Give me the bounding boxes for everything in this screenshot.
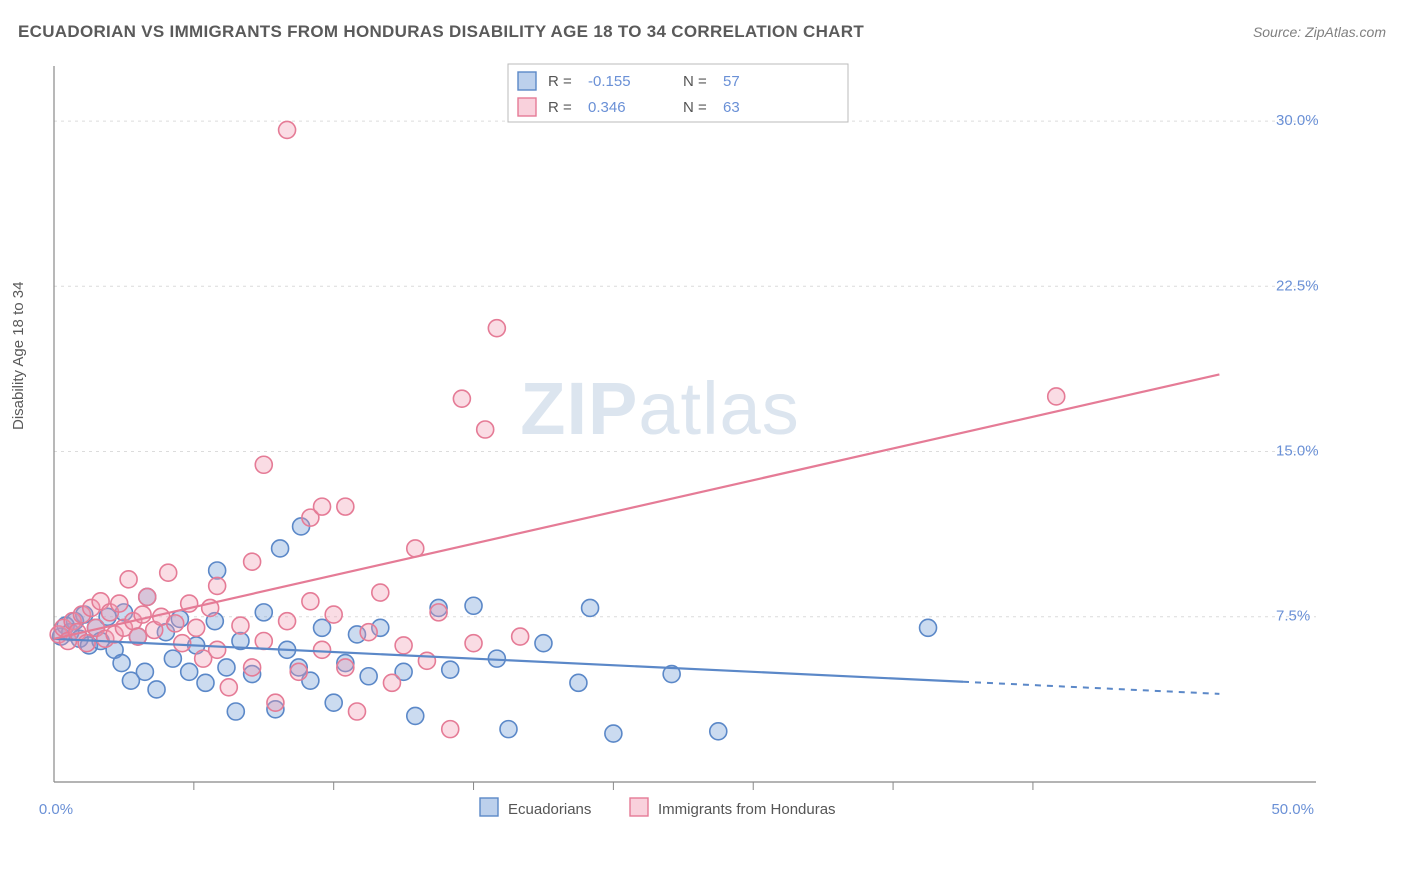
watermark: ZIPatlas — [520, 367, 799, 450]
data-point — [360, 668, 377, 685]
data-point — [442, 721, 459, 738]
data-point — [167, 615, 184, 632]
legend-n-label: N = — [683, 99, 707, 116]
data-point — [120, 571, 137, 588]
legend-n-value: 63 — [723, 99, 740, 116]
x-start-label: 0.0% — [39, 801, 73, 818]
data-point — [111, 595, 128, 612]
data-point — [512, 628, 529, 645]
y-tick-label: 30.0% — [1276, 112, 1319, 129]
data-point — [209, 562, 226, 579]
data-point — [442, 661, 459, 678]
series-legend: Ecuadorians Immigrants from Honduras — [480, 798, 836, 818]
chart-title: ECUADORIAN VS IMMIGRANTS FROM HONDURAS D… — [18, 22, 864, 42]
data-point — [395, 637, 412, 654]
data-point — [255, 456, 272, 473]
data-point — [272, 540, 289, 557]
series-ecuadorians — [52, 518, 936, 742]
data-point — [1048, 388, 1065, 405]
data-point — [279, 613, 296, 630]
data-point — [314, 641, 331, 658]
plot-area: ZIPatlas7.5%15.0%22.5%30.0%0.0%50.0%R =-… — [48, 62, 1328, 830]
legend-n-value: 57 — [723, 73, 740, 90]
y-tick-label: 22.5% — [1276, 277, 1319, 294]
data-point — [383, 674, 400, 691]
data-point — [453, 390, 470, 407]
data-point — [360, 624, 377, 641]
scatter-chart: ZIPatlas7.5%15.0%22.5%30.0%0.0%50.0%R =-… — [48, 62, 1328, 830]
data-point — [209, 577, 226, 594]
source-label: Source: ZipAtlas.com — [1253, 24, 1386, 40]
data-point — [337, 659, 354, 676]
data-point — [232, 617, 249, 634]
trend-line-ext-ecuadorians — [963, 682, 1219, 694]
data-point — [290, 663, 307, 680]
legend-swatch — [518, 72, 536, 90]
legend-series-label: Ecuadorians — [508, 801, 591, 818]
data-point — [325, 606, 342, 623]
data-point — [465, 597, 482, 614]
data-point — [139, 588, 156, 605]
legend-series-label: Immigrants from Honduras — [658, 801, 836, 818]
legend-r-value: 0.346 — [588, 99, 626, 116]
data-point — [160, 564, 177, 581]
legend-r-label: R = — [548, 73, 572, 90]
data-point — [500, 721, 517, 738]
data-point — [218, 659, 235, 676]
data-point — [337, 498, 354, 515]
data-point — [605, 725, 622, 742]
data-point — [372, 584, 389, 601]
data-point — [244, 659, 261, 676]
data-point — [325, 694, 342, 711]
data-point — [113, 655, 130, 672]
data-point — [164, 650, 181, 667]
data-point — [314, 498, 331, 515]
data-point — [418, 652, 435, 669]
data-point — [710, 723, 727, 740]
data-point — [136, 663, 153, 680]
data-point — [220, 679, 237, 696]
data-point — [148, 681, 165, 698]
data-point — [535, 635, 552, 652]
data-point — [244, 553, 261, 570]
data-point — [570, 674, 587, 691]
data-point — [465, 635, 482, 652]
data-point — [267, 694, 284, 711]
correlation-legend: R = -0.155 N = 57 R = 0.346 N = 63 — [508, 64, 848, 122]
y-tick-label: 7.5% — [1276, 608, 1310, 625]
data-point — [582, 599, 599, 616]
data-point — [302, 593, 319, 610]
data-point — [279, 121, 296, 138]
data-point — [181, 663, 198, 680]
y-tick-label: 15.0% — [1276, 443, 1319, 460]
legend-n-label: N = — [683, 73, 707, 90]
data-point — [920, 619, 937, 636]
data-point — [430, 604, 447, 621]
data-point — [78, 635, 95, 652]
data-point — [227, 703, 244, 720]
legend-swatch — [630, 798, 648, 816]
data-point — [255, 633, 272, 650]
data-point — [197, 674, 214, 691]
data-point — [209, 641, 226, 658]
data-point — [255, 604, 272, 621]
legend-swatch — [480, 798, 498, 816]
data-point — [174, 635, 191, 652]
x-end-label: 50.0% — [1271, 801, 1314, 818]
data-point — [188, 619, 205, 636]
y-axis-label: Disability Age 18 to 34 — [10, 282, 27, 430]
data-point — [477, 421, 494, 438]
legend-r-value: -0.155 — [588, 73, 631, 90]
data-point — [349, 703, 366, 720]
legend-swatch — [518, 98, 536, 116]
data-point — [407, 707, 424, 724]
legend-r-label: R = — [548, 99, 572, 116]
data-point — [488, 320, 505, 337]
